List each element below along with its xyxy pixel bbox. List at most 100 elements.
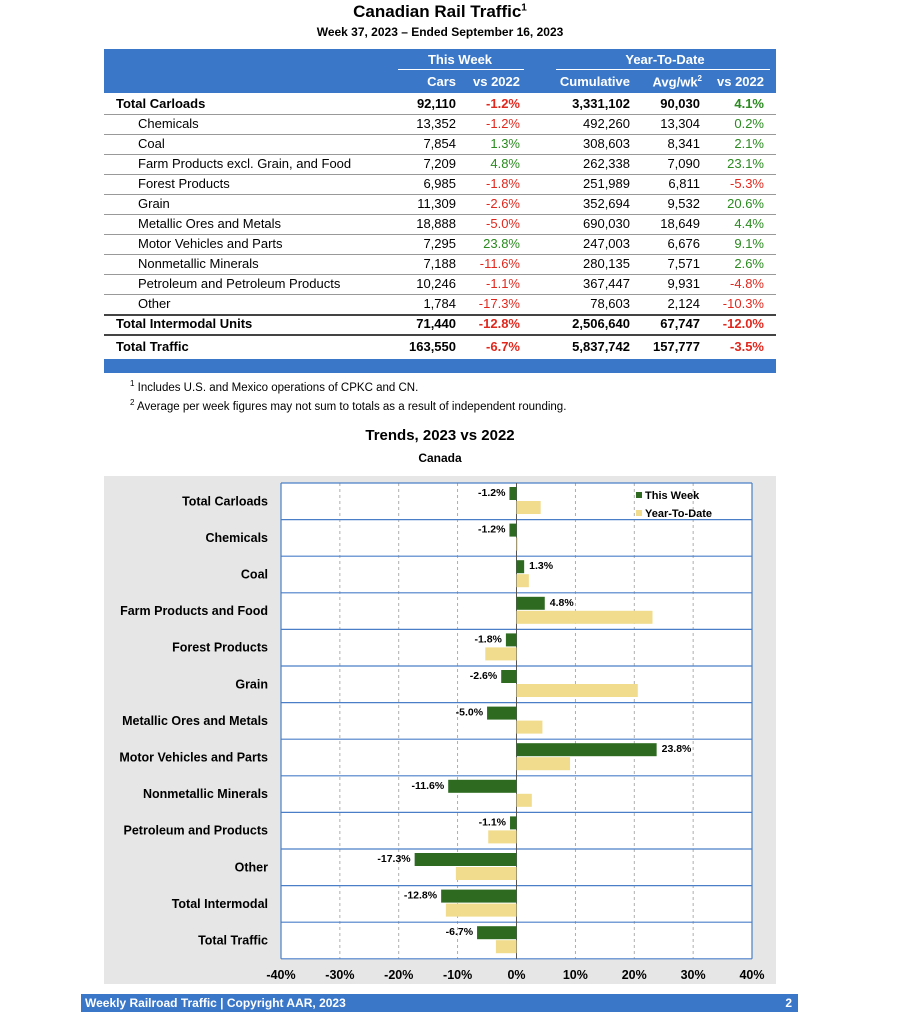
- cell-label: Petroleum and Petroleum Products: [138, 276, 341, 291]
- category-label: Metallic Ores and Metals: [122, 714, 268, 728]
- bar-ytd: [495, 940, 517, 954]
- x-tick-label: 10%: [563, 968, 588, 982]
- cell-label: Forest Products: [138, 176, 230, 191]
- category-label: Nonmetallic Minerals: [143, 787, 268, 801]
- cell-avg: 9,931: [667, 276, 700, 291]
- category-label: Total Traffic: [198, 934, 268, 948]
- cell-avg: 6,676: [667, 236, 700, 251]
- cell-avg: 2,124: [667, 296, 700, 311]
- cell-cars: 92,110: [416, 96, 456, 111]
- table-row: Total Intermodal Units 71,440 -12.8% 2,506,…: [104, 314, 776, 336]
- footnote-1: 1 Includes U.S. and Mexico operations of…: [130, 379, 419, 394]
- header-this-week: This Week: [427, 52, 493, 67]
- cell-ytd: -10.3%: [722, 296, 764, 311]
- cell-cum: 352,694: [583, 196, 630, 211]
- bar-this-week: [516, 560, 525, 574]
- data-label: -1.8%: [474, 633, 502, 645]
- bar-ytd: [516, 684, 638, 697]
- bar-ytd: [516, 720, 543, 734]
- cell-vs: 23.8%: [483, 236, 520, 251]
- cell-cars: 71,440: [416, 316, 456, 331]
- bar-this-week: [477, 926, 517, 940]
- table-row: Forest Products 6,985 -1.8% 251,989 6,811 -5.…: [104, 174, 776, 195]
- bar-ytd: [516, 610, 653, 624]
- page-number: 2: [785, 996, 792, 1010]
- table-bottom-band: [104, 359, 776, 373]
- bar-ytd: [516, 757, 571, 771]
- legend-label-ytd: Year-To-Date: [645, 508, 712, 520]
- table-row: Farm Products excl. Grain, and Food 7,209…: [104, 154, 776, 175]
- cell-ytd: 0.2%: [734, 116, 764, 131]
- cell-vs: -17.3%: [478, 296, 520, 311]
- cell-vs: -1.2%: [486, 96, 520, 111]
- bar-this-week: [510, 816, 517, 830]
- cell-cars: 1,784: [423, 296, 456, 311]
- header-vs: vs 2022: [473, 74, 520, 89]
- bar-this-week: [509, 523, 517, 537]
- cell-cars: 11,309: [417, 196, 456, 211]
- cell-ytd: -4.8%: [730, 276, 764, 291]
- cell-avg: 6,811: [668, 176, 700, 191]
- category-label: Coal: [241, 568, 268, 582]
- category-label: Total Intermodal: [172, 897, 268, 911]
- category-label: Chemicals: [205, 531, 268, 545]
- data-label: -1.2%: [478, 524, 506, 536]
- legend-label-this-week: This Week: [645, 490, 700, 502]
- cell-ytd: 2.1%: [734, 136, 764, 151]
- page-footer: Weekly Railroad Traffic | Copyright AAR,…: [81, 994, 798, 1012]
- cell-vs: 4.8%: [490, 156, 520, 171]
- table-row: Motor Vehicles and Parts 7,295 23.8% 247,00…: [104, 234, 776, 255]
- category-label: Other: [235, 860, 268, 874]
- bar-this-week: [414, 853, 517, 866]
- table-row: Total Traffic 163,550 -6.7% 5,837,742 157,77…: [104, 337, 776, 357]
- cell-label: Other: [138, 296, 171, 311]
- cell-vs: -2.6%: [486, 196, 520, 211]
- bar-ytd: [485, 647, 517, 661]
- cell-cum: 2,506,640: [572, 316, 630, 331]
- cell-cars: 7,295: [423, 236, 456, 251]
- cell-ytd: 23.1%: [727, 156, 764, 171]
- cell-cum: 5,837,742: [572, 339, 630, 354]
- footnote-2: 2 Average per week figures may not sum t…: [130, 398, 567, 413]
- bar-this-week: [501, 670, 517, 683]
- x-tick-label: -40%: [266, 968, 295, 982]
- table-row: Other 1,784 -17.3% 78,603 2,124 -10.3%: [104, 294, 776, 316]
- x-tick-label: -20%: [384, 968, 413, 982]
- bar-ytd: [455, 867, 517, 880]
- cell-avg: 7,571: [667, 256, 700, 271]
- cell-avg: 90,030: [660, 96, 700, 111]
- cell-vs: -11.6%: [479, 256, 520, 271]
- table-row: Total Carloads 92,110 -1.2% 3,331,102 90,030…: [104, 94, 776, 115]
- header-avg: Avg/wk2: [652, 74, 702, 90]
- x-tick-label: -30%: [325, 968, 354, 982]
- cell-ytd: -5.3%: [730, 176, 764, 191]
- cell-label: Chemicals: [138, 116, 199, 131]
- cell-ytd: 2.6%: [734, 256, 764, 271]
- cell-label: Total Traffic: [116, 339, 189, 354]
- footer-text: Weekly Railroad Traffic | Copyright AAR,…: [85, 996, 346, 1010]
- header-ytd: Year-To-Date: [625, 52, 705, 67]
- cell-cars: 10,246: [416, 276, 456, 291]
- data-label: -12.8%: [404, 890, 438, 902]
- cell-cars: 7,209: [423, 156, 456, 171]
- cell-cum: 3,331,102: [572, 96, 630, 111]
- table-row: Grain 11,309 -2.6% 352,694 9,532 20.6%: [104, 194, 776, 215]
- chart-title: Trends, 2023 vs 2022: [365, 427, 515, 444]
- cell-vs: -12.8%: [478, 316, 520, 331]
- data-label: -11.6%: [412, 780, 445, 792]
- bar-this-week: [509, 487, 517, 500]
- cell-avg: 8,341: [667, 136, 700, 151]
- cell-cum: 492,260: [583, 116, 630, 131]
- category-label: Grain: [235, 677, 268, 691]
- legend-swatch-ytd: [636, 510, 642, 516]
- cell-cars: 18,888: [416, 216, 456, 231]
- page-title: Canadian Rail Traffic1: [353, 2, 527, 21]
- bar-this-week: [505, 633, 517, 647]
- table-row: Chemicals 13,352 -1.2% 492,260 13,304 0.2%: [104, 114, 776, 135]
- category-label: Forest Products: [172, 641, 268, 655]
- data-label: 23.8%: [662, 743, 692, 755]
- bar-this-week: [516, 743, 657, 757]
- cell-label: Nonmetallic Minerals: [138, 256, 259, 271]
- cell-cum: 262,338: [583, 156, 630, 171]
- category-label: Petroleum and Products: [124, 824, 269, 838]
